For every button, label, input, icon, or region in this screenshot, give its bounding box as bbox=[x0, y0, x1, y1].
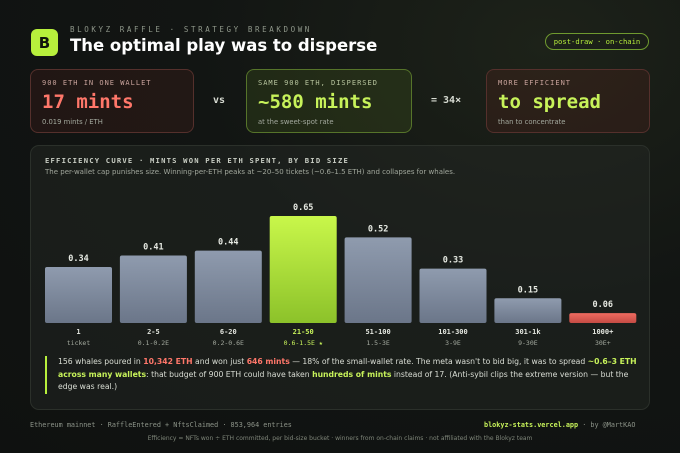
bar-value-label: 0.15 bbox=[518, 285, 538, 295]
footer-site-link[interactable]: blokyz-stats.vercel.app bbox=[484, 421, 579, 429]
bar-value-label: 0.44 bbox=[218, 238, 238, 248]
bar-6-20 bbox=[194, 250, 262, 323]
kicker: BLOKYZ RAFFLE · STRATEGY BREAKDOWN bbox=[70, 25, 312, 34]
bar-value-label: 0.41 bbox=[143, 243, 163, 253]
category-label: 1 bbox=[76, 328, 80, 336]
bar-301-1k bbox=[494, 298, 562, 323]
category-sublabel: 9-30E bbox=[518, 339, 538, 347]
category-label: 1000+ bbox=[592, 328, 613, 336]
chart-title: EFFICIENCY CURVE · MINTS WON PER ETH SPE… bbox=[45, 156, 349, 165]
vs-label: vs bbox=[213, 95, 226, 106]
stat-sub: 0.019 mints / ETH bbox=[42, 118, 103, 126]
insight-part: — 18% of the small-wallet rate. The meta… bbox=[289, 357, 588, 366]
page-title: The optimal play was to disperse bbox=[70, 36, 378, 55]
bar-value-label: 0.33 bbox=[443, 256, 463, 266]
stat-value: ~580 mints bbox=[258, 91, 373, 113]
stat-card-dispersed: SAME 900 ETH, DISPERSED ~580 mints at th… bbox=[246, 69, 412, 133]
category-sublabel: 0.6-1.5E ★ bbox=[284, 339, 323, 347]
category-sublabel: ticket bbox=[67, 339, 91, 347]
bar-value-label: 0.34 bbox=[68, 254, 88, 264]
category-label: 51-100 bbox=[365, 328, 390, 336]
stat-label: MORE EFFICIENT bbox=[498, 79, 572, 87]
bar-2-5 bbox=[119, 255, 187, 323]
insight-hundreds: hundreds of mints bbox=[312, 369, 392, 379]
bar-1000+ bbox=[569, 313, 637, 323]
category-sublabel: 0.2-0.6E bbox=[213, 339, 244, 347]
logo: B bbox=[31, 29, 58, 56]
footer-source: Ethereum mainnet · RaffleEntered + NftsC… bbox=[30, 421, 292, 429]
bar-101-300 bbox=[419, 268, 487, 323]
insight-part: instead of 17. (Anti-sybil clips the ext… bbox=[58, 369, 629, 392]
stat-value: 17 mints bbox=[42, 91, 134, 113]
insight-mints: 646 mints bbox=[246, 357, 290, 366]
stat-card-conclusion: MORE EFFICIENT to spread than to concent… bbox=[486, 69, 650, 133]
status-badge: post-draw · on-chain bbox=[545, 33, 649, 50]
stat-value: to spread bbox=[498, 91, 601, 113]
category-sublabel: 3-9E bbox=[445, 339, 461, 347]
stat-label: SAME 900 ETH, DISPERSED bbox=[258, 79, 378, 87]
category-sublabel: 1.5-3E bbox=[366, 339, 390, 347]
insight-part: 156 whales poured in bbox=[58, 357, 144, 366]
category-label: 101-300 bbox=[438, 328, 468, 336]
stat-label: 900 ETH IN ONE WALLET bbox=[42, 79, 152, 87]
stat-card-concentrated: 900 ETH IN ONE WALLET 17 mints 0.019 min… bbox=[30, 69, 194, 133]
category-label: 21-50 bbox=[293, 328, 314, 336]
insight-text: 156 whales poured in 10,342 ETH and won … bbox=[45, 356, 639, 394]
insight-part: : that budget of 900 ETH could have take… bbox=[146, 369, 313, 379]
stat-sub: than to concentrate bbox=[498, 118, 566, 126]
insight-eth: 10,342 ETH bbox=[143, 357, 193, 366]
insight-part: and won just bbox=[192, 357, 247, 366]
stat-sub: at the sweet-spot rate bbox=[258, 118, 334, 126]
bar-value-label: 0.65 bbox=[293, 203, 313, 213]
bar-1 bbox=[45, 267, 112, 323]
category-label: 6-20 bbox=[220, 328, 237, 336]
multiplier-label: = 34× bbox=[431, 95, 462, 106]
footer-credit: blokyz-stats.vercel.app · by @MartKAO bbox=[484, 421, 635, 429]
chart-subtitle: The per-wallet cap punishes size. Winnin… bbox=[45, 168, 456, 176]
category-sublabel: 30E+ bbox=[595, 339, 611, 347]
bar-51-100 bbox=[344, 237, 412, 323]
bar-21-50 bbox=[269, 216, 337, 323]
bar-value-label: 0.52 bbox=[368, 224, 388, 234]
footer-note: Efficiency = NFTs won ÷ ETH committed, p… bbox=[147, 435, 533, 442]
footer-author: · by @MartKAO bbox=[578, 421, 636, 429]
bar-value-label: 0.06 bbox=[593, 300, 613, 310]
category-sublabel: 0.1-0.2E bbox=[138, 339, 169, 347]
category-label: 301-1k bbox=[515, 328, 541, 336]
insight-spread: ~0.6–3 ETH across many wallets bbox=[58, 357, 637, 379]
category-label: 2-5 bbox=[147, 328, 160, 336]
